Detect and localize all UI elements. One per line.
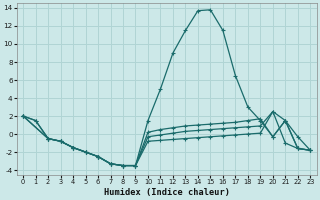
- X-axis label: Humidex (Indice chaleur): Humidex (Indice chaleur): [104, 188, 230, 197]
